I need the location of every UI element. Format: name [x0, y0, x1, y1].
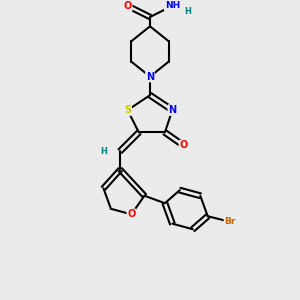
- Text: H: H: [184, 7, 191, 16]
- Text: N: N: [146, 72, 154, 82]
- Text: O: O: [179, 140, 188, 151]
- Text: O: O: [124, 1, 132, 11]
- Text: N: N: [168, 105, 176, 115]
- Text: H: H: [100, 147, 107, 156]
- Text: NH: NH: [165, 1, 180, 10]
- Text: Br: Br: [224, 217, 236, 226]
- Text: S: S: [124, 105, 131, 115]
- Text: O: O: [127, 209, 136, 219]
